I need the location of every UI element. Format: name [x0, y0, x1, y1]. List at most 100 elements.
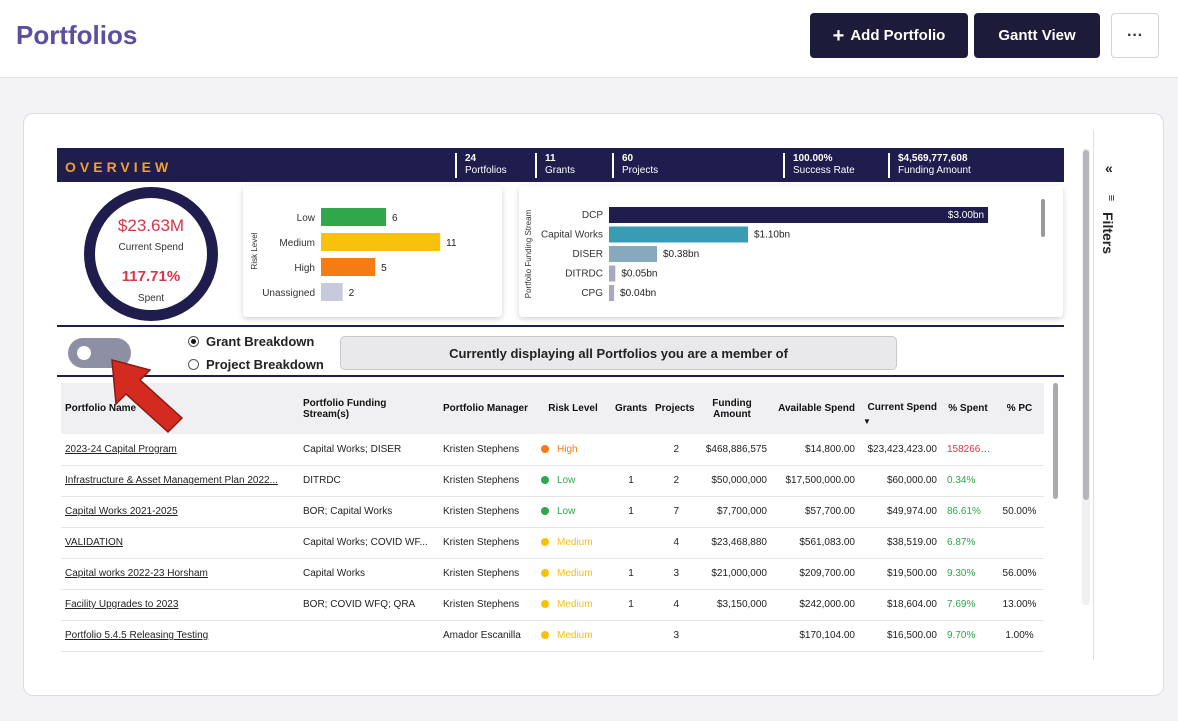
card-scrollbar-thumb[interactable]	[1083, 150, 1089, 500]
funding-data-label: $3.00bn	[948, 210, 984, 221]
header-percent-pc[interactable]: % PC	[1006, 403, 1033, 414]
header-risk-level[interactable]: Risk Level	[548, 403, 598, 414]
table-row[interactable]: Portfolio 5.4.5 Releasing Testing Amador …	[61, 620, 1044, 651]
funding-stream-cell: DITRDC	[303, 475, 341, 486]
grants-cell	[611, 620, 651, 651]
header-funding-stream[interactable]: Portfolio Funding Stream(s)	[303, 397, 387, 420]
percent-spent-cell: 158266....	[947, 443, 992, 455]
portfolio-name-link[interactable]: Portfolio 5.4.5 Releasing Testing	[65, 630, 209, 641]
percent-pc-cell	[995, 434, 1044, 465]
risk-dot-icon	[541, 631, 549, 639]
chart-scrollbar[interactable]	[1041, 199, 1045, 237]
available-spend-cell: $209,700.00	[799, 568, 855, 579]
portfolio-name-link[interactable]: 2023-24 Capital Program	[65, 443, 177, 455]
table-column-scrollbar[interactable]	[1053, 383, 1058, 499]
projects-cell: 2	[673, 443, 679, 455]
header-available-spend[interactable]: Available Spend	[778, 403, 855, 414]
portfolio-name-link[interactable]: Capital Works 2021-2025	[65, 506, 178, 517]
risk-level-cell: Low	[535, 465, 611, 496]
risk-level-cell: Low	[535, 496, 611, 527]
funding-tick-label: Capital Works	[541, 230, 603, 241]
table-row[interactable]: Facility Upgrades to 2023 BOR; COVID WFQ;…	[61, 589, 1044, 620]
percent-spent-cell: 6.87%	[947, 537, 976, 548]
risk-level-label: Medium	[557, 599, 593, 610]
funding-stream-cell: Capital Works	[303, 568, 366, 579]
header-percent-spent[interactable]: % Spent	[948, 403, 988, 414]
funding-amount-cell: $7,700,000	[716, 506, 767, 517]
projects-cell: 3	[673, 630, 679, 641]
add-portfolio-button[interactable]: + Add Portfolio	[810, 13, 968, 58]
funding-tick-label: DITRDC	[565, 269, 603, 280]
stat-portfolios: 24 Portfolios	[455, 153, 507, 178]
overview-bar: OVERVIEW 24 Portfolios 11 Grants 60 Proj…	[57, 148, 1064, 182]
filters-tab[interactable]: Filters	[1100, 212, 1116, 255]
grant-breakdown-radio[interactable]: Grant Breakdown	[188, 334, 314, 349]
header-current-spend[interactable]: Current Spend ▼	[859, 383, 941, 434]
table-row[interactable]: 2023-24 Capital Program Capital Works; DI…	[61, 434, 1044, 465]
breakdown-toggle[interactable]	[68, 338, 131, 368]
header-portfolio-name[interactable]: Portfolio Name	[65, 403, 137, 414]
top-header: Portfolios + Add Portfolio Gantt View ··…	[0, 0, 1178, 78]
risk-dot-icon	[541, 444, 549, 453]
available-spend-cell: $17,500,000.00	[785, 475, 855, 486]
filter-icon: ≡	[1105, 194, 1118, 202]
grant-breakdown-label: Grant Breakdown	[206, 334, 315, 349]
risk-level-label: Medium	[557, 630, 593, 641]
project-breakdown-radio[interactable]: Project Breakdown	[188, 357, 324, 372]
table-row[interactable]: Capital Works 2021-2025 BOR; Capital Work…	[61, 496, 1044, 527]
current-spend-cell: $19,500.00	[886, 568, 937, 579]
current-spend-cell: $16,500.00	[886, 630, 937, 641]
percent-pc-cell: 1.00%	[1005, 630, 1034, 641]
overview-title: OVERVIEW	[65, 159, 173, 175]
header-funding-amount[interactable]: Funding Amount	[712, 397, 752, 420]
grants-cell: 1	[628, 599, 634, 610]
funding-tick-label: CPG	[581, 288, 603, 299]
portfolio-table: Portfolio Name Portfolio Funding Stream(…	[61, 383, 1044, 655]
percent-pc-cell: 50.00%	[1002, 506, 1037, 517]
stat-label: Projects	[622, 165, 659, 176]
stat-value: 60	[622, 153, 634, 164]
portfolio-name-link[interactable]: Facility Upgrades to 2023	[65, 599, 179, 610]
more-options-button[interactable]: ···	[1111, 13, 1159, 58]
table-row[interactable]: Capital works 2022-23 Horsham Capital Wor…	[61, 558, 1044, 589]
funding-bar	[609, 285, 615, 301]
current-spend-cell: $23,423,423.00	[867, 443, 937, 455]
header-current-spend-label: Current Spend	[867, 401, 937, 413]
stat-funding-amount: $4,569,777,608 Funding Amount	[888, 153, 971, 178]
funding-bar	[609, 246, 658, 262]
percent-pc-cell	[995, 527, 1044, 558]
available-spend-cell: $57,700.00	[804, 506, 855, 517]
table-row[interactable]: Infrastructure & Asset Management Plan 2…	[61, 465, 1044, 496]
risk-level-label: High	[557, 443, 578, 455]
radio-unchecked-icon	[188, 359, 199, 370]
risk-level-cell: High	[535, 434, 611, 465]
manager-cell: Kristen Stephens	[443, 443, 520, 455]
grants-cell	[611, 434, 651, 465]
funding-amount-cell: $21,000,000	[711, 568, 767, 579]
portfolio-name-link[interactable]: VALIDATION	[65, 537, 123, 548]
stat-label: Portfolios	[465, 165, 507, 176]
stat-success-rate: 100.00% Success Rate	[783, 153, 855, 178]
funding-tick-label: DCP	[582, 210, 603, 221]
header-grants[interactable]: Grants	[615, 403, 648, 414]
gantt-view-button[interactable]: Gantt View	[974, 13, 1100, 58]
funding-amount-cell: $3,150,000	[716, 599, 767, 610]
risk-level-cell: Medium	[535, 558, 611, 589]
portfolio-name-link[interactable]: Infrastructure & Asset Management Plan 2…	[65, 475, 278, 486]
portfolio-name-link[interactable]: Capital works 2022-23 Horsham	[65, 568, 208, 579]
collapse-filters-icon[interactable]: «	[1105, 160, 1113, 176]
membership-banner: Currently displaying all Portfolios you …	[340, 336, 897, 370]
header-portfolio-manager[interactable]: Portfolio Manager	[443, 403, 529, 414]
percent-spent-cell: 9.30%	[947, 568, 976, 579]
manager-cell: Kristen Stephens	[443, 537, 520, 548]
table-row[interactable]: VALIDATION Capital Works; COVID WF... Kris…	[61, 527, 1044, 558]
header-projects[interactable]: Projects	[655, 403, 695, 414]
risk-bar	[321, 283, 343, 301]
available-spend-cell: $14,800.00	[804, 443, 855, 455]
grants-cell: 1	[628, 506, 634, 517]
risk-level-label: Low	[557, 506, 576, 517]
stat-value: 11	[545, 153, 556, 164]
pointer-arrow-icon	[111, 359, 184, 434]
current-spend-label: Current Spend	[118, 242, 184, 253]
card-scrollbar[interactable]	[1082, 148, 1090, 605]
